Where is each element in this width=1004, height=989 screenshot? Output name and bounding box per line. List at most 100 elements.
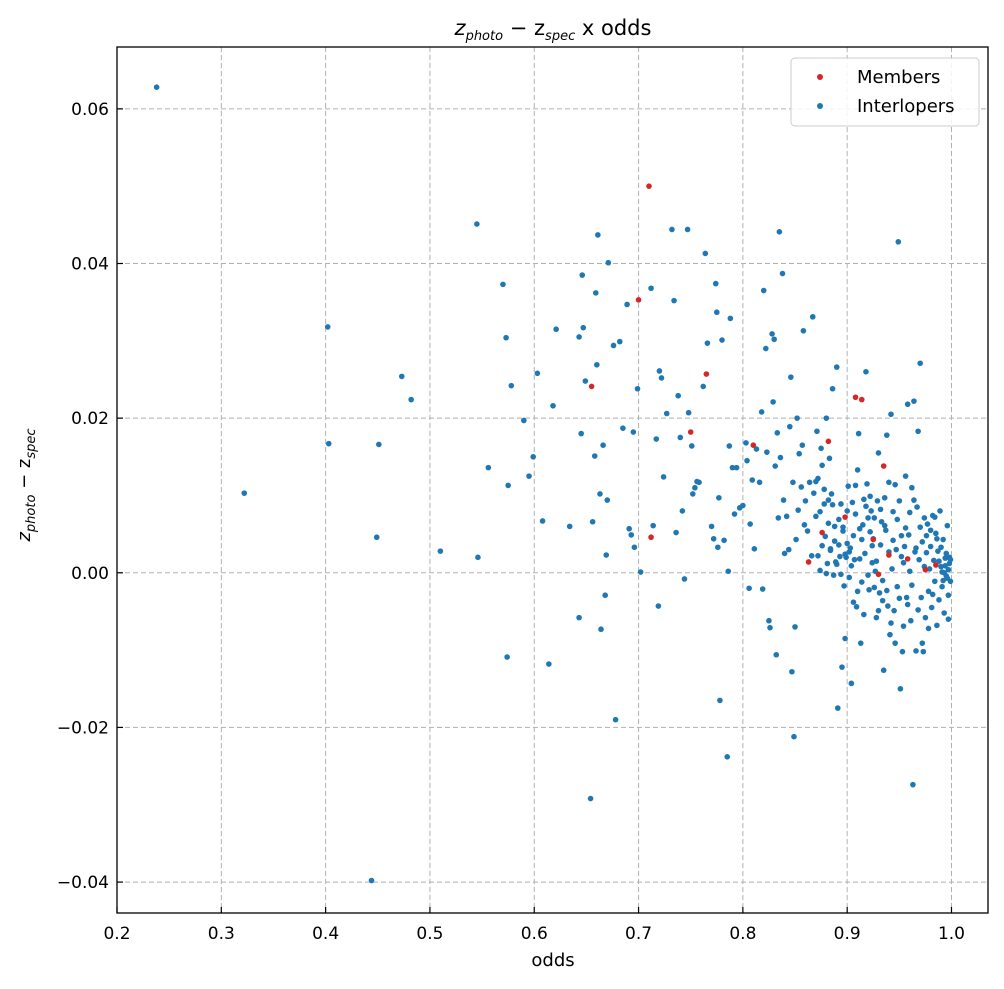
point-interlopers: [539, 518, 546, 524]
point-interlopers: [602, 592, 608, 599]
point-interlopers: [882, 527, 889, 534]
point-interlopers: [892, 640, 898, 646]
x-tick-label: 1.0: [938, 924, 965, 944]
point-interlopers: [884, 432, 890, 438]
x-tick-label: 0.5: [416, 924, 443, 944]
point-interlopers: [887, 631, 893, 638]
point-interlopers: [847, 545, 854, 551]
point-interlopers: [802, 498, 809, 504]
point-interlopers: [758, 409, 765, 415]
point-interlopers: [851, 556, 858, 563]
point-interlopers: [943, 550, 950, 557]
point-interlopers: [929, 591, 936, 598]
point-interlopers: [631, 544, 638, 551]
point-interlopers: [756, 479, 763, 486]
point-interlopers: [605, 259, 612, 266]
point-interlopers: [885, 603, 891, 609]
point-interlopers: [663, 410, 670, 417]
point-interlopers: [829, 501, 836, 508]
point-interlopers: [831, 538, 838, 544]
point-members: [870, 536, 877, 543]
point-interlopers: [927, 543, 934, 550]
point-interlopers: [806, 479, 813, 486]
x-tick-label: 0.4: [312, 924, 339, 944]
point-interlopers: [721, 537, 727, 544]
point-interlopers: [906, 509, 913, 516]
legend-label-interlopers: Interlopers: [857, 96, 955, 117]
point-interlopers: [854, 588, 861, 595]
point-interlopers: [798, 484, 805, 490]
point-interlopers: [821, 501, 828, 507]
point-interlopers: [886, 479, 892, 486]
point-interlopers: [888, 411, 894, 418]
point-interlopers: [324, 324, 331, 330]
point-interlopers: [896, 498, 903, 504]
point-interlopers: [945, 592, 952, 599]
point-interlopers: [747, 521, 753, 527]
point-interlopers: [437, 548, 444, 554]
point-interlopers: [704, 340, 711, 346]
point-interlopers: [696, 479, 702, 486]
point-interlopers: [836, 542, 842, 548]
point-interlopers: [658, 375, 665, 381]
point-interlopers: [844, 540, 850, 547]
point-interlopers: [939, 583, 945, 590]
point-interlopers: [650, 522, 656, 529]
point-interlopers: [850, 599, 857, 605]
point-interlopers: [775, 515, 782, 521]
point-interlopers: [890, 537, 896, 544]
point-interlopers: [823, 570, 830, 577]
point-interlopers: [884, 587, 890, 594]
axis-ticks: 0.2 0.3 0.4 0.5 0.6 0.7 0.8 0.9 1.0 −0.04 −0.02 0.0…: [57, 100, 965, 944]
point-interlopers: [888, 620, 894, 626]
point-interlopers: [860, 522, 866, 528]
point-interlopers: [671, 297, 677, 304]
point-interlopers: [940, 536, 946, 543]
plot-frame: [116, 46, 989, 914]
point-interlopers: [408, 396, 414, 403]
point-interlopers: [630, 429, 637, 435]
point-interlopers: [944, 522, 951, 529]
point-interlopers: [920, 648, 927, 655]
point-members: [852, 394, 859, 401]
point-interlopers: [863, 503, 869, 510]
point-interlopers: [906, 568, 913, 575]
point-interlopers: [521, 417, 527, 424]
point-interlopers: [933, 530, 939, 537]
point-interlopers: [868, 508, 874, 514]
point-interlopers: [916, 556, 922, 563]
point-members: [635, 297, 642, 303]
point-interlopers: [811, 490, 817, 496]
point-interlopers: [793, 536, 799, 543]
point-interlopers: [842, 551, 848, 558]
point-interlopers: [634, 385, 641, 392]
point-interlopers: [904, 401, 911, 408]
point-interlopers: [866, 586, 872, 593]
x-axis-label: odds: [531, 950, 574, 971]
point-interlopers: [814, 428, 820, 435]
point-interlopers: [530, 454, 537, 460]
point-interlopers: [904, 601, 911, 608]
legend: Members Interlopers: [790, 57, 980, 127]
point-interlopers: [898, 553, 905, 560]
point-interlopers: [898, 532, 905, 539]
point-interlopers: [808, 552, 815, 559]
point-interlopers: [684, 226, 691, 233]
point-interlopers: [848, 680, 855, 687]
point-interlopers: [928, 604, 935, 611]
point-interlopers: [637, 569, 644, 575]
point-interlopers: [702, 250, 709, 257]
point-interlopers: [853, 604, 860, 610]
point-interlopers: [871, 515, 878, 521]
point-interlopers: [749, 477, 756, 483]
point-interlopers: [822, 533, 829, 540]
point-interlopers: [766, 617, 772, 624]
point-interlopers: [895, 239, 902, 245]
point-interlopers: [844, 508, 850, 514]
y-tick-label: 0.00: [71, 564, 109, 584]
point-members: [933, 562, 939, 568]
point-interlopers: [871, 584, 878, 591]
point-interlopers: [580, 324, 587, 331]
